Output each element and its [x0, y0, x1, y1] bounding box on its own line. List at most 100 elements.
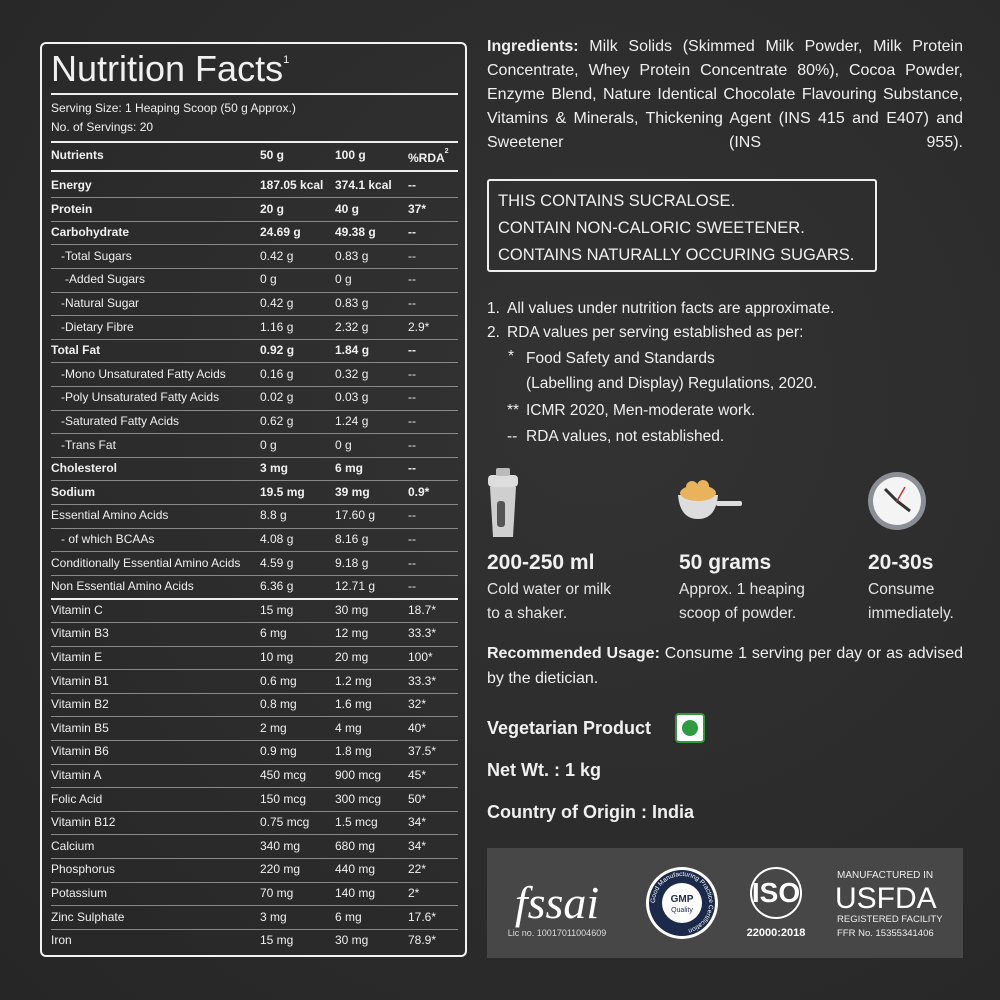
- nutrient-cell: --: [408, 343, 416, 358]
- nutrient-cell: 10 mg: [260, 650, 294, 664]
- nutrient-cell: 0.83 g: [335, 248, 369, 263]
- nutrient-cell: Cholesterol: [51, 461, 118, 476]
- vegetarian: Vegetarian Product: [487, 718, 652, 738]
- nutrient-row: Sodium 19.5 mg 39 mg 0.9*: [42, 481, 465, 505]
- rule: [51, 834, 458, 836]
- rule: [51, 621, 458, 623]
- rule: [51, 197, 458, 199]
- nutrient-cell: 3 mg: [260, 909, 287, 924]
- rule: [51, 338, 458, 340]
- nutrient-row: Vitamin E 10 mg 20 mg 100*: [42, 646, 465, 670]
- rule: [51, 928, 458, 930]
- nutrient-cell: 0 g: [260, 437, 277, 452]
- rule: [51, 244, 458, 246]
- iso-standard: 22000:2018: [747, 927, 806, 939]
- gmp-label: GMP: [671, 894, 694, 905]
- nutrient-cell: 15 mg: [260, 602, 294, 617]
- nutrient-cell: 22*: [408, 862, 427, 877]
- nutrient-cell: 374.1 kcal: [335, 178, 392, 192]
- nutrient-cell: Vitamin B2: [51, 697, 109, 712]
- note-text: (Labelling and Display) Regulations, 202…: [526, 375, 818, 392]
- nutrient-cell: 0.83 g: [335, 296, 369, 310]
- nutrient-cell: 18.7*: [408, 602, 437, 617]
- nutrient-cell: 0.42 g: [260, 248, 294, 263]
- nutrient-cell: 2 mg: [260, 720, 287, 735]
- nutrient-row: -Total Sugars 0.42 g 0.83 g --: [42, 245, 465, 269]
- iso-logo: ISO: [752, 877, 800, 908]
- rule: [51, 409, 458, 411]
- nutrient-cell: Vitamin B5: [51, 720, 109, 735]
- step-text: immediately.: [868, 605, 954, 622]
- nutrient-cell: --: [408, 296, 416, 310]
- note-marker: 1.: [487, 300, 500, 317]
- usage-icons: [488, 468, 926, 537]
- nutrient-cell: Folic Acid: [51, 791, 103, 806]
- nutrient-cell: 140 mg: [335, 886, 376, 900]
- nutrient-cell: -Added Sugars: [65, 272, 146, 287]
- nutrient-cell: --: [408, 461, 416, 476]
- rule: [51, 385, 458, 387]
- nutrient-cell: 34*: [408, 815, 427, 830]
- header-sup: 2: [444, 148, 449, 155]
- nutrient-cell: 70 mg: [260, 886, 294, 900]
- nutrient-cell: 340 mg: [260, 838, 301, 853]
- rule: [51, 857, 458, 859]
- header-cell: Nutrients: [51, 148, 104, 162]
- nutrient-cell: Essential Amino Acids: [51, 508, 169, 523]
- nutrient-cell: 12.71 g: [335, 579, 376, 594]
- rule: [51, 315, 458, 317]
- nutrient-cell: 0.9*: [408, 484, 430, 499]
- net-weight: Net Wt. : 1 kg: [487, 760, 602, 780]
- header-cell: %RDA2: [408, 148, 449, 165]
- ingredients-label: Ingredients:: [487, 38, 579, 55]
- nutrient-row: Carbohydrate 24.69 g 49.38 g --: [42, 221, 465, 245]
- nutrient-cell: 0.42 g: [260, 296, 294, 310]
- nutrient-cell: Total Fat: [51, 343, 101, 358]
- nutrient-cell: 33.3*: [408, 626, 437, 641]
- rule: [51, 480, 458, 482]
- warning-line: CONTAINS NATURALLY OCCURING SUGARS.: [498, 246, 855, 264]
- nutrient-row: -Dietary Fibre 1.16 g 2.32 g 2.9*: [42, 316, 465, 340]
- note-marker: *: [508, 348, 515, 365]
- note-text: RDA values, not established.: [526, 428, 725, 445]
- warning-box: THIS CONTAINS SUCRALOSE. CONTAIN NON-CAL…: [487, 179, 877, 272]
- nutrient-cell: 100*: [408, 650, 433, 664]
- scoop-icon: [678, 480, 742, 519]
- nutrient-cell: Energy: [51, 178, 92, 192]
- usfda-ffr: FFR No. 15355341406: [837, 928, 934, 939]
- nutrient-cell: 0.6 mg: [260, 673, 297, 688]
- nutrient-row: Vitamin B6 0.9 mg 1.8 mg 37.5*: [42, 740, 465, 764]
- rule: [51, 456, 458, 458]
- nutrient-cell: 0.9 mg: [260, 744, 297, 759]
- nutrient-cell: 150 mcg: [260, 791, 307, 806]
- nutrient-row: -Natural Sugar 0.42 g 0.83 g --: [42, 292, 465, 316]
- nutrient-row: -Trans Fat 0 g 0 g --: [42, 434, 465, 458]
- nutrient-cell: Sodium: [51, 484, 95, 499]
- nutrient-cell: 34*: [408, 838, 427, 853]
- nutrient-cell: 9.18 g: [335, 555, 369, 570]
- nutrient-cell: 0.8 mg: [260, 697, 297, 712]
- nutrient-cell: 15 mg: [260, 933, 294, 948]
- nutrient-cell: 187.05 kcal: [260, 178, 324, 192]
- nutrient-cell: Vitamin B6: [51, 744, 109, 759]
- certifications: fssai Lic no. 10017011004609 Good Manufa…: [487, 848, 963, 958]
- table-header: Nutrients 50 g 100 g %RDA2: [42, 144, 465, 168]
- rule: [51, 905, 458, 907]
- nutrient-cell: 0 g: [335, 437, 352, 452]
- note-marker: 2.: [487, 324, 500, 341]
- usfda-logo: USFDA: [835, 882, 937, 915]
- nutrient-cell: Potassium: [51, 886, 108, 900]
- rule: [51, 881, 458, 883]
- header-cell: 50 g: [260, 148, 285, 162]
- nutrient-cell: Phosphorus: [51, 862, 116, 877]
- nutrient-cell: --: [408, 555, 416, 570]
- nutrient-cell: Vitamin B3: [51, 626, 109, 641]
- rule: [51, 645, 458, 647]
- rule: [51, 267, 458, 269]
- rule: [51, 220, 458, 222]
- rule: [51, 362, 458, 364]
- nutrient-row: Vitamin B3 6 mg 12 mg 33.3*: [42, 622, 465, 646]
- rule: [51, 763, 458, 765]
- nutrient-cell: 900 mcg: [335, 768, 382, 782]
